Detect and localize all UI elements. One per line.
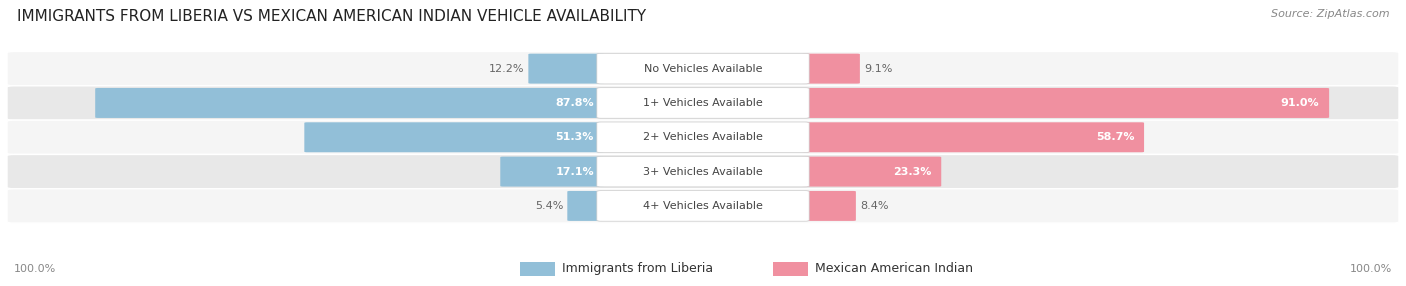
FancyBboxPatch shape: [7, 86, 1399, 120]
Text: Mexican American Indian: Mexican American Indian: [815, 262, 973, 275]
FancyBboxPatch shape: [596, 156, 810, 187]
Text: 100.0%: 100.0%: [14, 264, 56, 274]
Text: 87.8%: 87.8%: [555, 98, 593, 108]
FancyBboxPatch shape: [801, 191, 856, 221]
Text: 100.0%: 100.0%: [1350, 264, 1392, 274]
FancyBboxPatch shape: [801, 157, 941, 186]
FancyBboxPatch shape: [801, 88, 1329, 118]
Text: IMMIGRANTS FROM LIBERIA VS MEXICAN AMERICAN INDIAN VEHICLE AVAILABILITY: IMMIGRANTS FROM LIBERIA VS MEXICAN AMERI…: [17, 9, 645, 23]
Text: 2+ Vehicles Available: 2+ Vehicles Available: [643, 132, 763, 142]
Text: 9.1%: 9.1%: [865, 64, 893, 74]
Text: 58.7%: 58.7%: [1095, 132, 1135, 142]
FancyBboxPatch shape: [7, 120, 1399, 154]
FancyBboxPatch shape: [304, 122, 605, 152]
Text: 23.3%: 23.3%: [893, 167, 931, 176]
FancyBboxPatch shape: [773, 262, 808, 276]
FancyBboxPatch shape: [520, 262, 555, 276]
Text: 12.2%: 12.2%: [489, 64, 524, 74]
Text: 91.0%: 91.0%: [1281, 98, 1319, 108]
FancyBboxPatch shape: [501, 157, 605, 186]
Text: 8.4%: 8.4%: [860, 201, 889, 211]
FancyBboxPatch shape: [7, 51, 1399, 86]
FancyBboxPatch shape: [596, 88, 810, 118]
Text: Source: ZipAtlas.com: Source: ZipAtlas.com: [1271, 9, 1389, 19]
FancyBboxPatch shape: [801, 54, 860, 84]
Text: 1+ Vehicles Available: 1+ Vehicles Available: [643, 98, 763, 108]
FancyBboxPatch shape: [596, 191, 810, 221]
FancyBboxPatch shape: [96, 88, 605, 118]
FancyBboxPatch shape: [529, 54, 605, 84]
FancyBboxPatch shape: [7, 154, 1399, 189]
Text: No Vehicles Available: No Vehicles Available: [644, 64, 762, 74]
Text: 3+ Vehicles Available: 3+ Vehicles Available: [643, 167, 763, 176]
FancyBboxPatch shape: [7, 189, 1399, 223]
FancyBboxPatch shape: [567, 191, 605, 221]
FancyBboxPatch shape: [596, 122, 810, 152]
Text: 4+ Vehicles Available: 4+ Vehicles Available: [643, 201, 763, 211]
Text: 5.4%: 5.4%: [534, 201, 562, 211]
Text: 17.1%: 17.1%: [555, 167, 593, 176]
Text: Immigrants from Liberia: Immigrants from Liberia: [562, 262, 713, 275]
FancyBboxPatch shape: [596, 53, 810, 84]
FancyBboxPatch shape: [801, 122, 1144, 152]
Text: 51.3%: 51.3%: [555, 132, 593, 142]
